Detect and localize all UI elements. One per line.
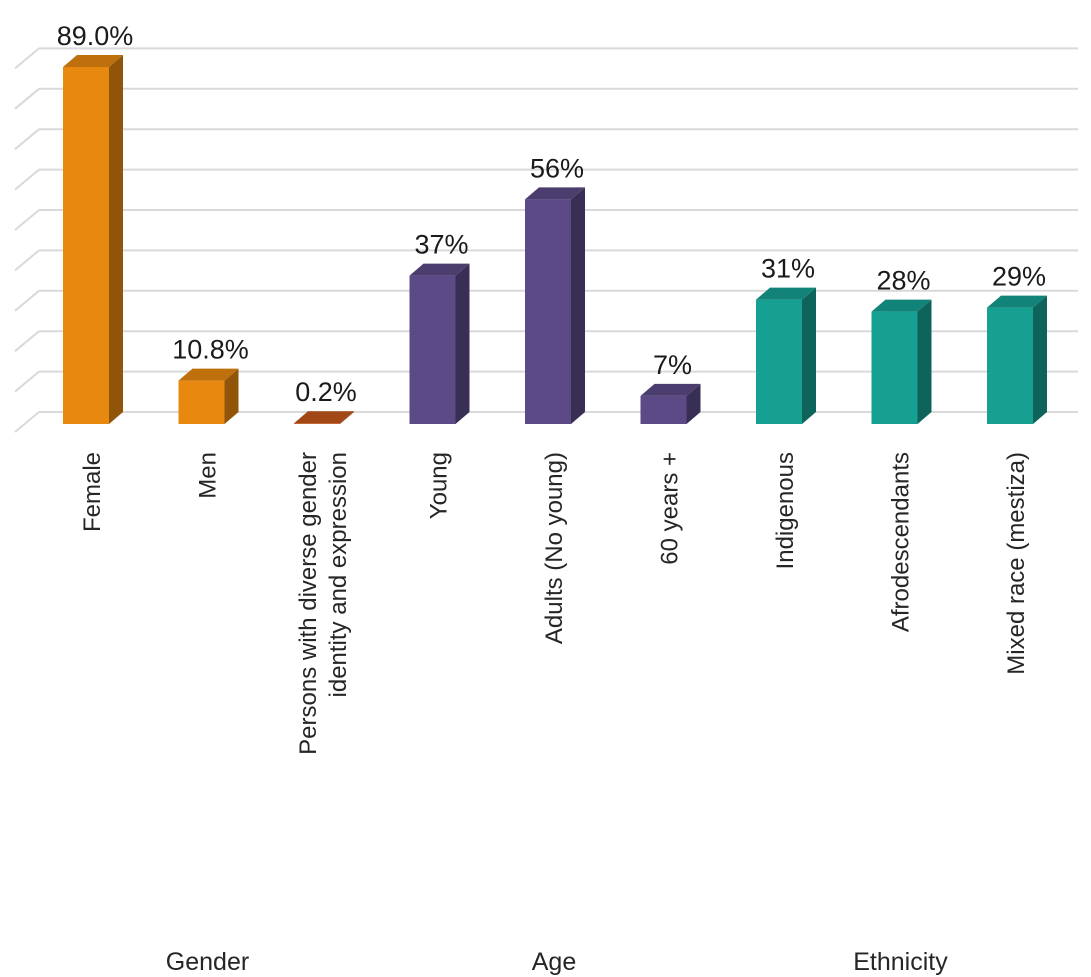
- bar-top: [63, 55, 123, 67]
- category-label: Adults (No young): [541, 452, 568, 644]
- bar-top: [409, 263, 470, 276]
- bar-front: [987, 307, 1033, 424]
- value-labels: 89.0% 10.8% 0.2% 37% 56% 7% 31% 28% 29%: [57, 21, 1046, 407]
- category-label: Young: [426, 452, 453, 519]
- bar-side: [224, 368, 239, 424]
- bar: [756, 287, 816, 424]
- gridline-depth: [14, 249, 40, 272]
- bar: [987, 295, 1047, 424]
- bar-side: [455, 263, 470, 424]
- gridline-depth: [14, 168, 40, 191]
- group-label: Gender: [166, 948, 249, 976]
- bar-top: [756, 287, 816, 300]
- data-label: 28%: [876, 266, 930, 296]
- bar-front: [525, 199, 571, 424]
- bar-top: [640, 383, 701, 396]
- data-label: 10.8%: [172, 335, 249, 365]
- gridline-depth: [14, 128, 40, 150]
- bar: [63, 55, 123, 424]
- bars: [63, 55, 1047, 424]
- bar-side: [1033, 295, 1047, 424]
- bar-side: [686, 383, 701, 424]
- category-label: Afrodescendants: [888, 452, 915, 632]
- bar: [178, 368, 239, 424]
- bar: [525, 187, 585, 424]
- bar-side: [917, 299, 932, 424]
- gridline-depth: [14, 370, 40, 393]
- bar-front: [63, 67, 109, 424]
- bar-side: [802, 287, 816, 424]
- bar-front: [294, 423, 340, 424]
- group-label: Ethnicity: [853, 948, 948, 976]
- bar-side: [571, 187, 585, 424]
- category-label: Female: [79, 452, 106, 532]
- category-label: Men: [195, 452, 222, 499]
- data-label: 56%: [530, 153, 584, 183]
- bar-side: [109, 55, 123, 424]
- bar-top: [987, 295, 1047, 308]
- bar-top: [178, 368, 239, 381]
- bar-top: [871, 299, 932, 312]
- category-label: Mixed race (mestiza): [1003, 452, 1030, 675]
- bar-side: [340, 411, 354, 424]
- group-label: Age: [532, 948, 576, 976]
- bar: [640, 383, 701, 424]
- bar-front: [178, 380, 225, 424]
- category-label: Persons with diverse gender identity and …: [295, 452, 352, 755]
- bar: [294, 411, 354, 424]
- group-labels: Gender Age Ethnicity: [166, 948, 948, 976]
- data-label: 89.0%: [57, 21, 134, 51]
- gridline-depth: [14, 47, 40, 70]
- data-label: 31%: [761, 254, 815, 284]
- gridline-depth: [14, 88, 40, 110]
- bar-front: [756, 299, 802, 424]
- bar-front: [640, 395, 687, 424]
- bar-front: [871, 311, 918, 424]
- bar-front: [409, 275, 456, 424]
- gridline-depth: [14, 290, 40, 312]
- gridline-depth: [14, 330, 40, 352]
- category-labels: Female Men Persons with diverse gender iden…: [79, 452, 1030, 755]
- data-label: 37%: [414, 230, 468, 260]
- bar-top: [294, 411, 354, 424]
- data-label: 29%: [992, 262, 1046, 292]
- gridline-depth: [14, 209, 40, 231]
- bar: [409, 263, 470, 424]
- bar-top: [525, 187, 585, 200]
- gridline-depth: [14, 411, 40, 433]
- category-label: 60 years +: [657, 452, 684, 565]
- category-label: Indigenous: [772, 452, 799, 569]
- data-label: 7%: [653, 350, 692, 380]
- data-label: 0.2%: [295, 377, 357, 407]
- bar: [871, 299, 932, 424]
